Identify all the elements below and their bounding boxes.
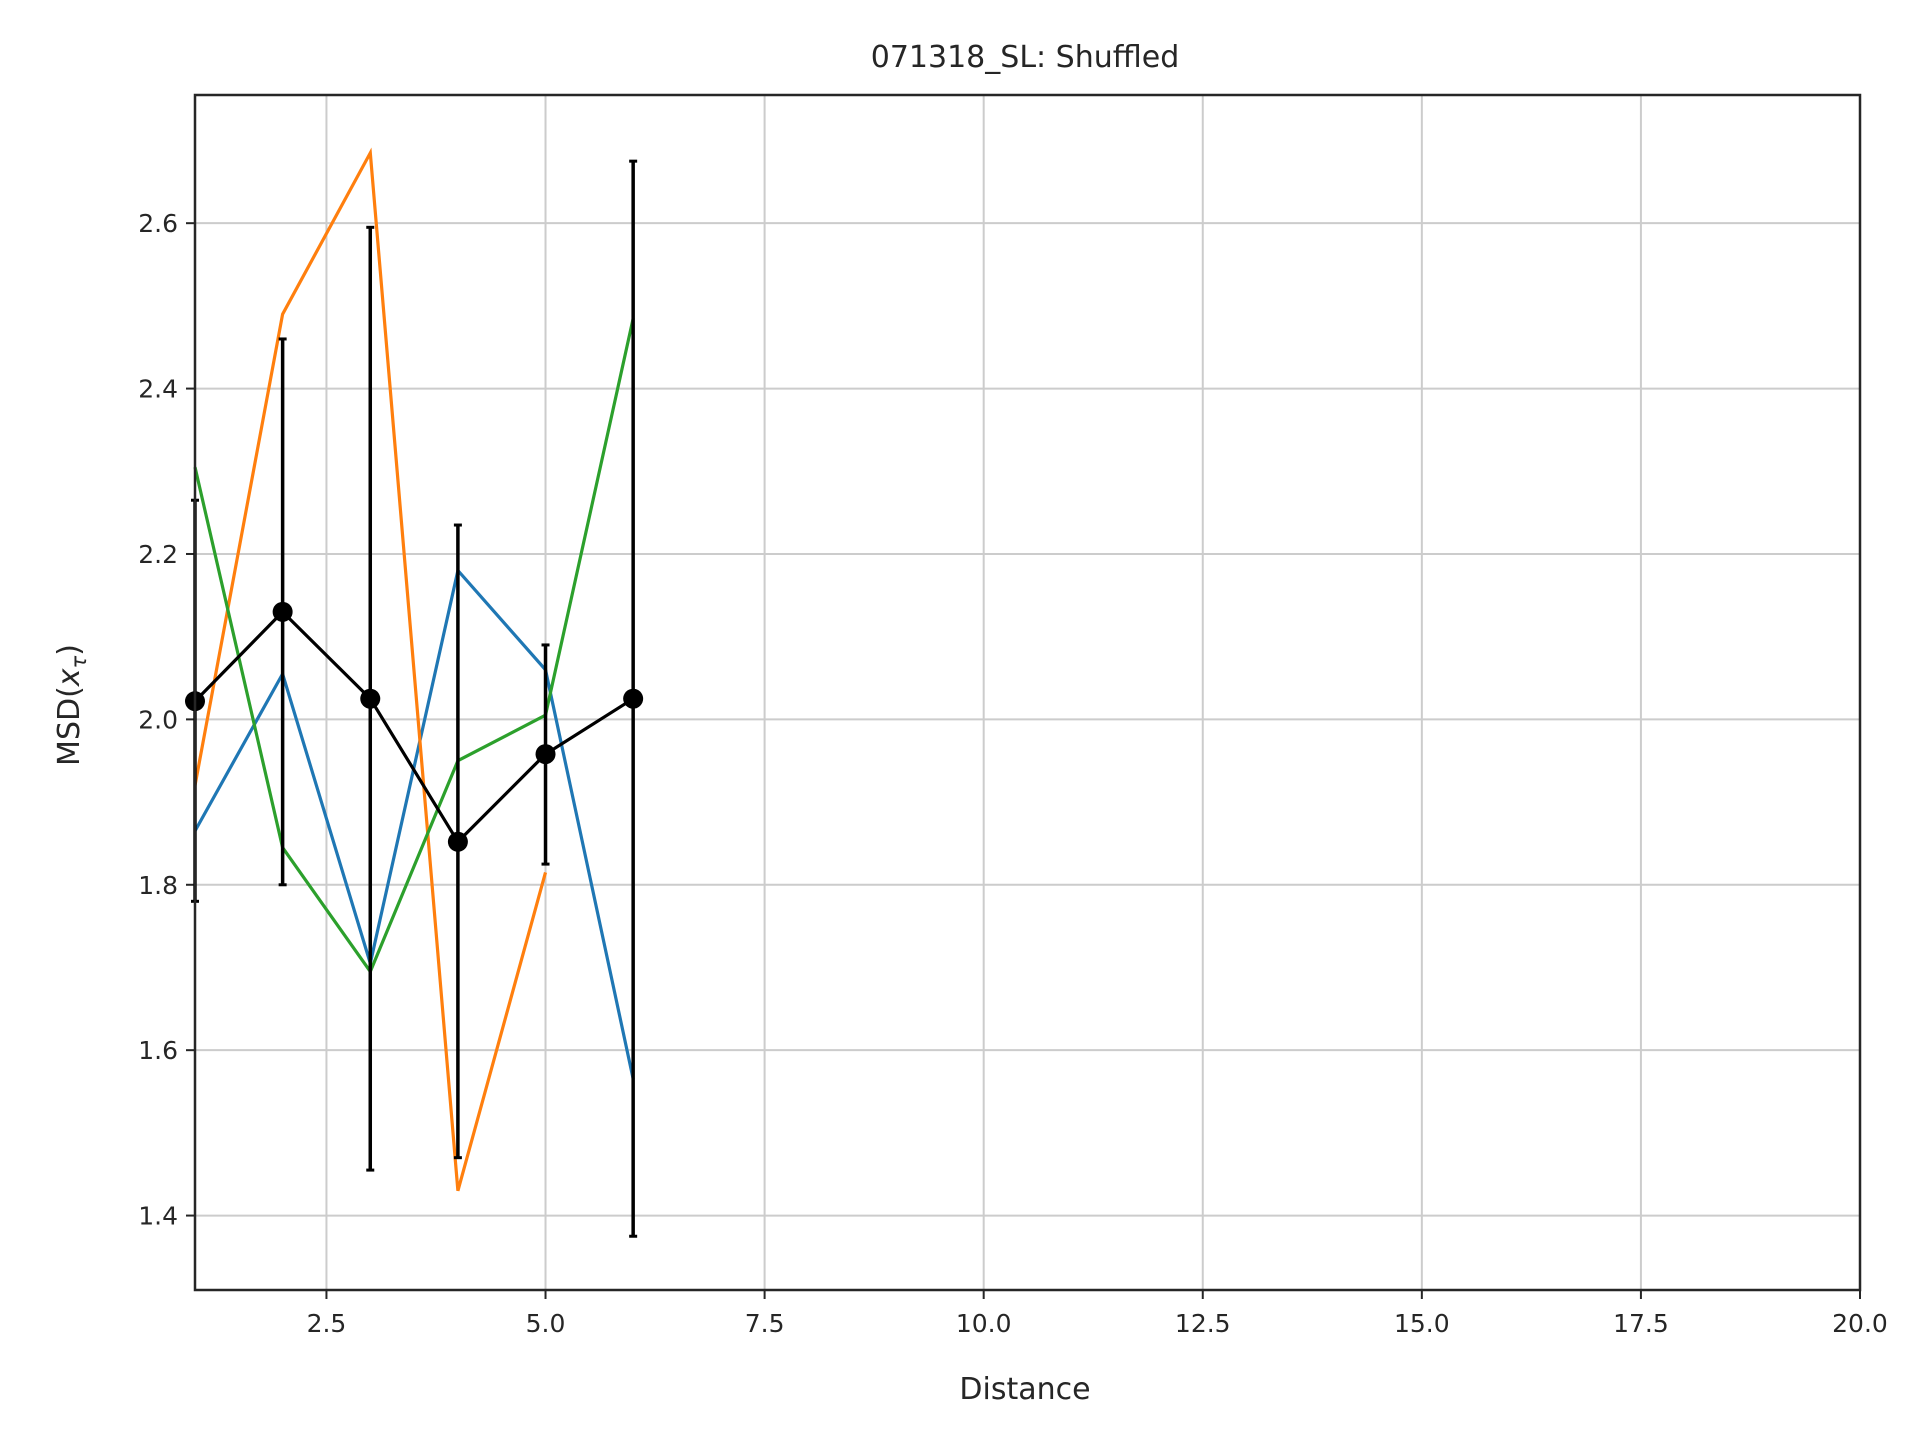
- x-tick-label: 2.5: [307, 1309, 347, 1338]
- y-axis-label: MSD(xτ): [52, 644, 91, 766]
- y-tick-label: 1.8: [138, 871, 178, 900]
- mean-point: [447, 831, 468, 852]
- plot-area: [185, 147, 644, 1238]
- axes-frame: [193, 93, 1862, 1292]
- y-tick-label: 1.6: [138, 1036, 178, 1065]
- y-tick-label: 2.2: [138, 540, 178, 569]
- y-tick-label: 2.6: [138, 209, 178, 238]
- series-line-3: [193, 317, 635, 975]
- mean-point: [535, 744, 556, 765]
- y-tick-label: 1.4: [138, 1202, 178, 1231]
- x-tick-label: 7.5: [745, 1309, 785, 1338]
- y-axis-label-base: MSD(: [52, 686, 87, 766]
- x-tick-label: 5.0: [526, 1309, 566, 1338]
- y-axis-label-close: ): [52, 644, 87, 656]
- series-line-2: [193, 147, 548, 1192]
- mean-line: [193, 609, 635, 845]
- x-tick-label: 10.0: [956, 1309, 1012, 1338]
- x-tick-label: 12.5: [1175, 1309, 1231, 1338]
- y-axis-label-sub: τ: [67, 655, 91, 668]
- x-tick-label: 15.0: [1394, 1309, 1450, 1338]
- x-tick-label: 17.5: [1613, 1309, 1669, 1338]
- mean-point: [623, 688, 644, 709]
- axis-ticks: 2.5 5.0 7.5 10.0 12.5 15.0 17.5 20.0 1.4 1.6 1.8 2.…: [138, 209, 1888, 1338]
- series-line-1: [193, 567, 635, 1080]
- y-tick-label: 2.4: [138, 375, 178, 404]
- y-tick-label: 2.0: [138, 705, 178, 734]
- x-tick-label: 20.0: [1832, 1309, 1888, 1338]
- mean-point: [360, 688, 381, 709]
- y-axis-label-var: x: [52, 668, 87, 687]
- chart-title: 071318_SL: Shuffled: [871, 40, 1180, 75]
- x-axis-label: Distance: [959, 1372, 1090, 1407]
- mean-point: [272, 601, 293, 622]
